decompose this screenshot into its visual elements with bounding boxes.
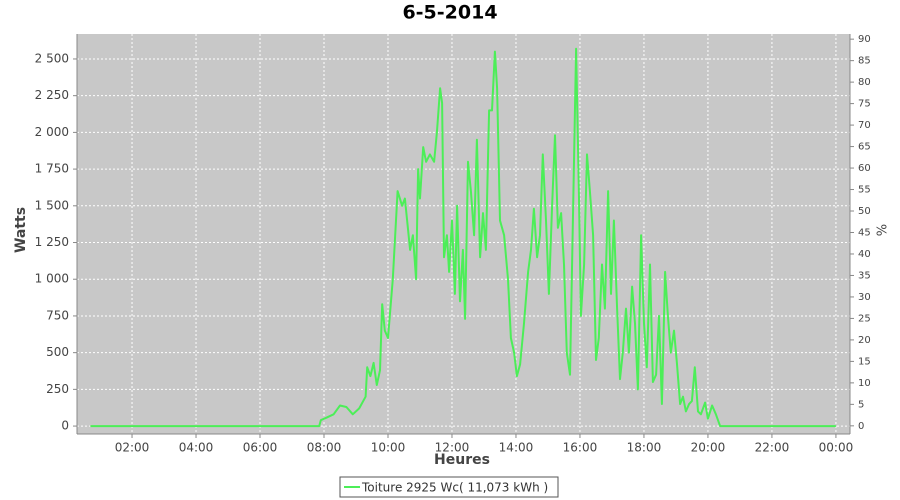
legend-box	[339, 476, 559, 498]
y2-tick-label: 75	[858, 99, 871, 110]
plot-area	[77, 34, 850, 434]
y2-tick-label: 70	[858, 120, 871, 131]
x-tick-label: 12:00	[435, 441, 470, 455]
x-tick-label: 16:00	[563, 441, 598, 455]
y-axis-label: Watts	[13, 207, 29, 253]
y-tick-label: 250	[46, 382, 69, 396]
y2-tick-label: 65	[858, 142, 871, 153]
y2-tick-label: 25	[858, 313, 871, 324]
data-line	[90, 47, 836, 428]
y2-tick-label: 20	[858, 335, 871, 346]
y2-tick-label: 50	[858, 206, 871, 217]
y2-tick-label: 45	[858, 227, 871, 238]
x-tick-label: 02:00	[115, 441, 150, 455]
y-tick-label: 0	[61, 419, 69, 433]
y2-tick-label: 0	[858, 421, 864, 432]
y2-axis-label: %	[876, 224, 891, 236]
y2-tick-label: 40	[858, 249, 871, 260]
y-tick-label: 2 250	[35, 88, 69, 102]
y2-tick-label: 90	[858, 34, 871, 45]
x-tick-label: 04:00	[179, 441, 214, 455]
y2-tick-label: 5	[858, 399, 864, 410]
y-tick-label: 1 250	[35, 235, 69, 249]
y2-tick-label: 60	[858, 163, 871, 174]
y-tick-label: 1 750	[35, 162, 69, 176]
x-tick-label: 22:00	[755, 441, 790, 455]
y-tick-label: 1 500	[35, 198, 69, 212]
y2-tick-label: 55	[858, 185, 871, 196]
y2-tick-label: 85	[858, 56, 871, 67]
y-tick-label: 1 000	[35, 272, 69, 286]
y-tick-label: 500	[46, 345, 69, 359]
y2-tick-label: 35	[858, 270, 871, 281]
legend-label: Toiture 2925 Wc( 11,073 kWh )	[361, 481, 548, 495]
y2-tick-label: 10	[858, 378, 871, 389]
x-tick-label: 14:00	[499, 441, 534, 455]
x-tick-label: 20:00	[691, 441, 726, 455]
y2-tick-label: 80	[858, 77, 871, 88]
y2-tick-label: 30	[858, 292, 871, 303]
y-tick-label: 750	[46, 308, 69, 322]
x-tick-label: 06:00	[243, 441, 278, 455]
x-axis-label: Heures	[434, 452, 490, 468]
x-tick-label: 00:00	[819, 441, 854, 455]
x-tick-label: 10:00	[371, 441, 406, 455]
y-tick-label: 2 000	[35, 125, 69, 139]
y-tick-label: 2 500	[35, 51, 69, 65]
y2-tick-label: 15	[858, 356, 871, 367]
x-tick-label: 08:00	[307, 441, 342, 455]
chart-title: 6-5-2014	[402, 2, 497, 24]
x-tick-label: 18:00	[627, 441, 662, 455]
